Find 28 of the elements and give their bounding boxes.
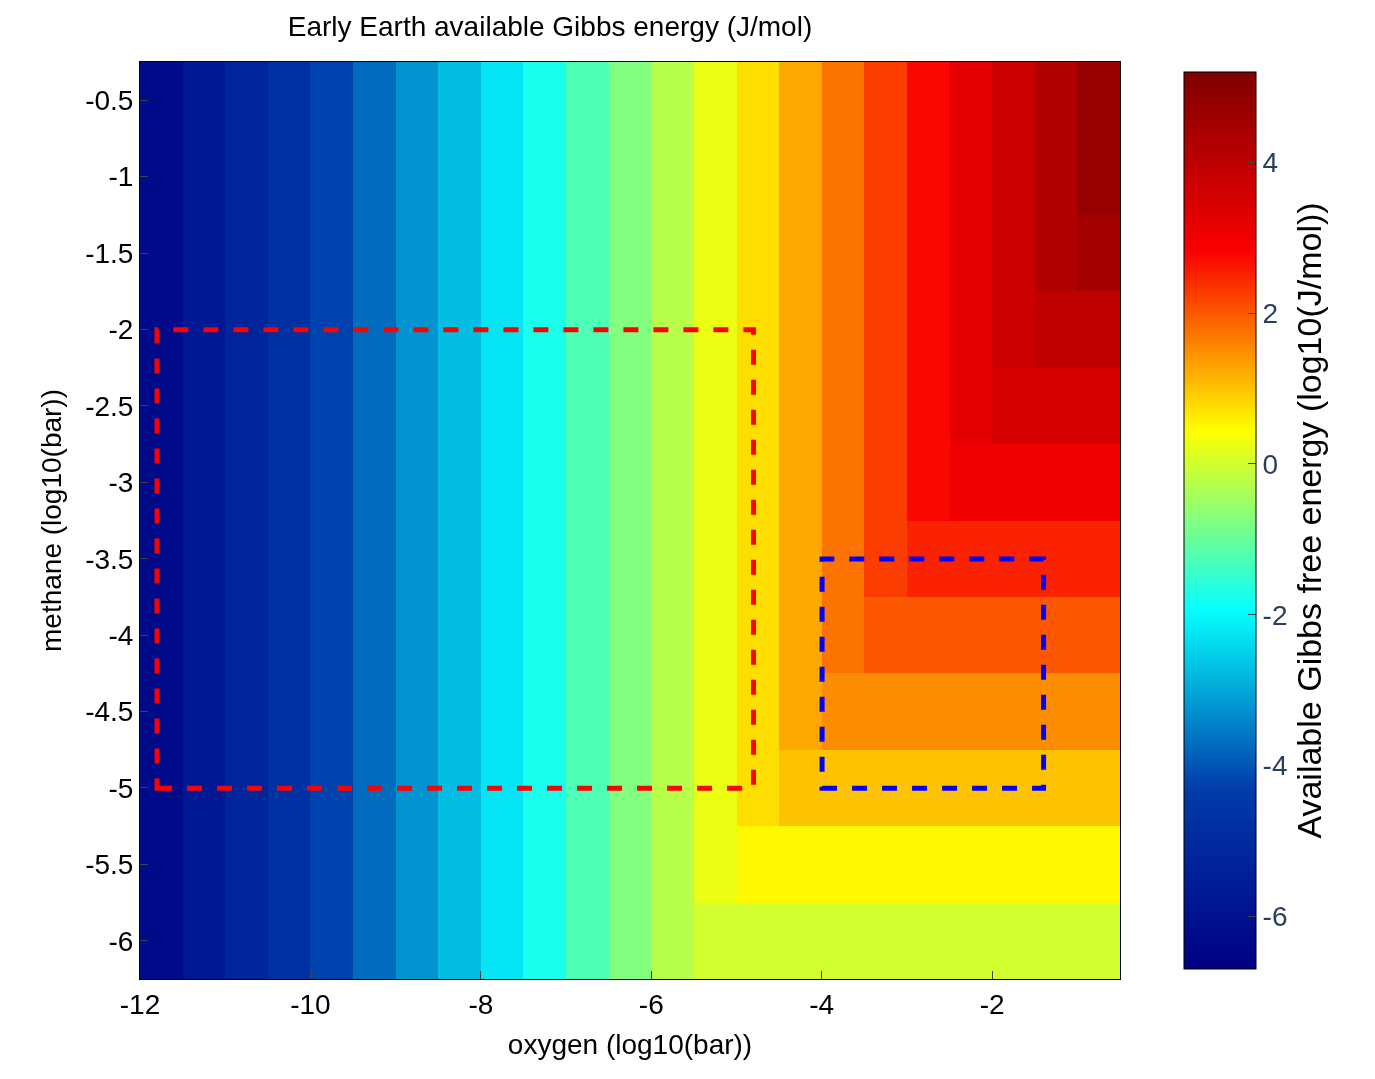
x-tick-label: -6 (638, 988, 664, 1020)
y-tick-label: -3.5 (85, 543, 134, 575)
y-tick-label: -5 (108, 772, 134, 804)
x-tick-label: -10 (290, 988, 331, 1020)
color-bar-label: -4 (1262, 750, 1288, 782)
x-tick-label: -4 (809, 988, 835, 1020)
color-bar-label: 2 (1262, 298, 1279, 330)
y-tick-label: -0.5 (85, 85, 134, 117)
x-axis-title: oxygen (log10(bar)) (507, 1028, 753, 1060)
y-tick-label: -2 (108, 314, 134, 346)
color-bar-label: -2 (1262, 599, 1288, 631)
y-tick-label: -3 (108, 467, 134, 499)
y-tick-label: -4 (108, 619, 134, 651)
y-tick-label: -1.5 (85, 237, 134, 269)
y-axis-title: methane (log10(bar)) (35, 388, 67, 653)
x-tick-label: -8 (468, 988, 494, 1020)
y-tick-label: -5.5 (85, 849, 134, 881)
chart-title: Early Earth available Gibbs energy (J/mol) (287, 10, 813, 42)
color-bar-title: Available Gibbs free energy (log10(J/mol)) (1289, 202, 1328, 839)
x-tick-label: -2 (979, 988, 1005, 1020)
color-bar-label: -6 (1262, 901, 1288, 933)
y-tick-label: -1 (108, 161, 134, 193)
y-tick-label: -2.5 (85, 390, 134, 422)
color-bar-label: 4 (1262, 147, 1279, 179)
color-bar-label: 0 (1262, 448, 1279, 480)
x-tick-label: -12 (119, 988, 161, 1020)
y-tick-label: -6 (108, 925, 134, 957)
y-tick-label: -4.5 (85, 696, 134, 728)
